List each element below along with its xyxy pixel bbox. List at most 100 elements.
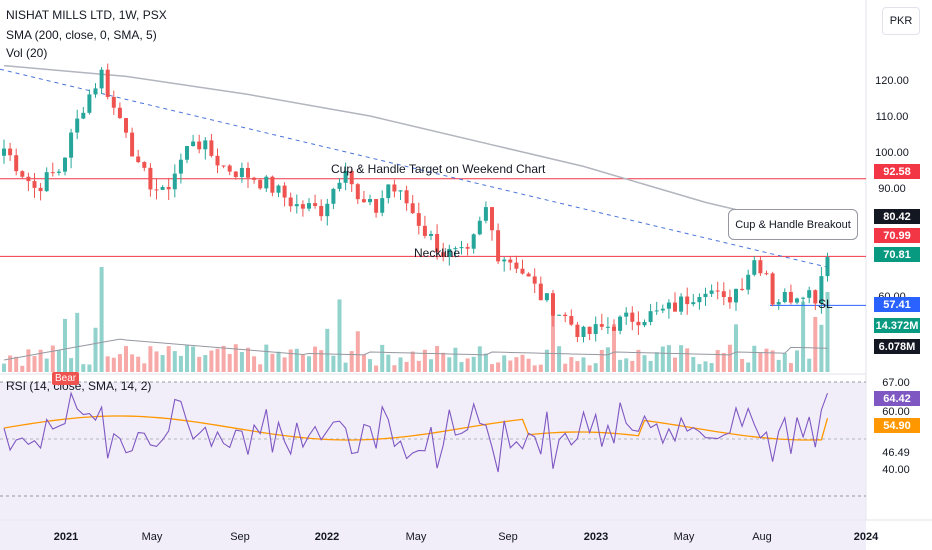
currency-button[interactable]: PKR [882,7,920,35]
candle-body [81,112,86,119]
volume-bar [752,345,757,372]
volume-bar [605,347,610,372]
volume-bar [538,364,543,372]
candle-body [410,203,415,214]
volume-bar [209,350,214,372]
volume-bar [422,349,427,372]
candle-body [679,296,684,312]
time-axis-label: Sep [230,531,250,543]
candle-body [2,148,6,156]
candle-body [514,262,519,269]
volume-bar [191,346,196,372]
candle-body [538,283,543,301]
rsi-tick-label: 46.49 [882,447,910,459]
candle-body [172,173,177,190]
volume-bar [282,357,287,372]
candle-body [459,247,464,249]
candle-body [203,140,208,150]
candle-body [14,155,19,172]
volume-bar [404,361,409,372]
volume-bar [477,346,482,372]
volume-bar [56,350,61,372]
candle-body [294,204,299,207]
candle-body [307,203,311,209]
volume-ma-line [3,338,828,361]
candle-body [32,181,37,188]
candle-body [709,290,714,294]
volume-bar [642,355,647,372]
candle-body [758,260,763,274]
volume-bar [185,344,189,372]
rsi-tag: 64.42 [874,391,920,406]
volume-bar [776,359,781,372]
candle-body [166,186,171,190]
candle-body [752,260,757,275]
candle-body [191,141,196,147]
volume-bar [490,364,494,372]
volume-bar [416,360,421,372]
sma-200-line [3,64,828,224]
candle-body [178,159,183,174]
candle-body [252,177,257,180]
candle-body [471,234,476,249]
volume-bar [160,355,165,372]
price-tag-sma200: 80.42 [874,209,920,224]
candle-body [557,314,562,316]
volume-bar [300,354,305,372]
sma-legend[interactable]: SMA (200, close, 0, SMA, 5) [6,28,157,42]
candle-body [746,274,751,290]
candle-body [38,187,43,192]
candle-body [612,326,616,331]
volume-bar [459,362,464,372]
volume-bar [557,346,562,372]
rsi-line [3,391,829,473]
volume-bar [136,356,141,372]
candle-body [185,146,189,160]
candle-body [416,213,421,226]
candle-body [508,259,513,263]
candle-body [429,234,433,236]
volume-bar [197,356,202,372]
volume-bar [685,348,690,372]
volume-bar [124,346,128,372]
candle-body [258,179,263,189]
volume-bar [319,350,324,372]
candle-body [44,172,49,192]
candle-body [26,176,31,182]
volume-bar [8,355,13,372]
volume-bar [618,359,623,372]
volume-bar [178,355,183,372]
volume-ma-tag: 6.078M [874,339,920,354]
volume-bar [825,292,830,372]
candle-body [776,302,781,305]
volume-bar [374,365,379,372]
candle-body [587,326,592,334]
target-annotation: Cup & Handle Target on Weekend Chart [331,162,546,176]
bear-label: Bear [52,372,80,385]
candle-body [239,167,244,177]
candle-body [819,276,824,304]
volume-bar [2,363,6,372]
candle-body [605,326,610,328]
rsi-legend[interactable]: RSI (14, close, SMA, 14, 2) [6,379,152,393]
volume-bar [75,312,80,372]
volume-tag: 14.372M [874,318,920,333]
time-axis-label: 2022 [315,531,339,543]
rsi-band [0,382,866,550]
time-axis-label: 2024 [854,531,879,543]
price-tag-prev: 70.99 [874,228,920,243]
volume-legend[interactable]: Vol (20) [6,46,48,60]
candle-body [368,199,372,203]
candle-body [380,198,385,213]
volume-bar [355,331,360,372]
volume-bar [349,351,354,372]
volume-bar [325,328,330,372]
symbol-legend[interactable]: NISHAT MILLS LTD, 1W, PSX [6,8,167,22]
candle-body [233,171,238,177]
volume-bar [740,358,745,372]
candle-body [618,316,623,331]
volume-bar [813,316,818,372]
price-tick-label: 120.00 [875,75,909,87]
downtrend-line [0,68,828,268]
